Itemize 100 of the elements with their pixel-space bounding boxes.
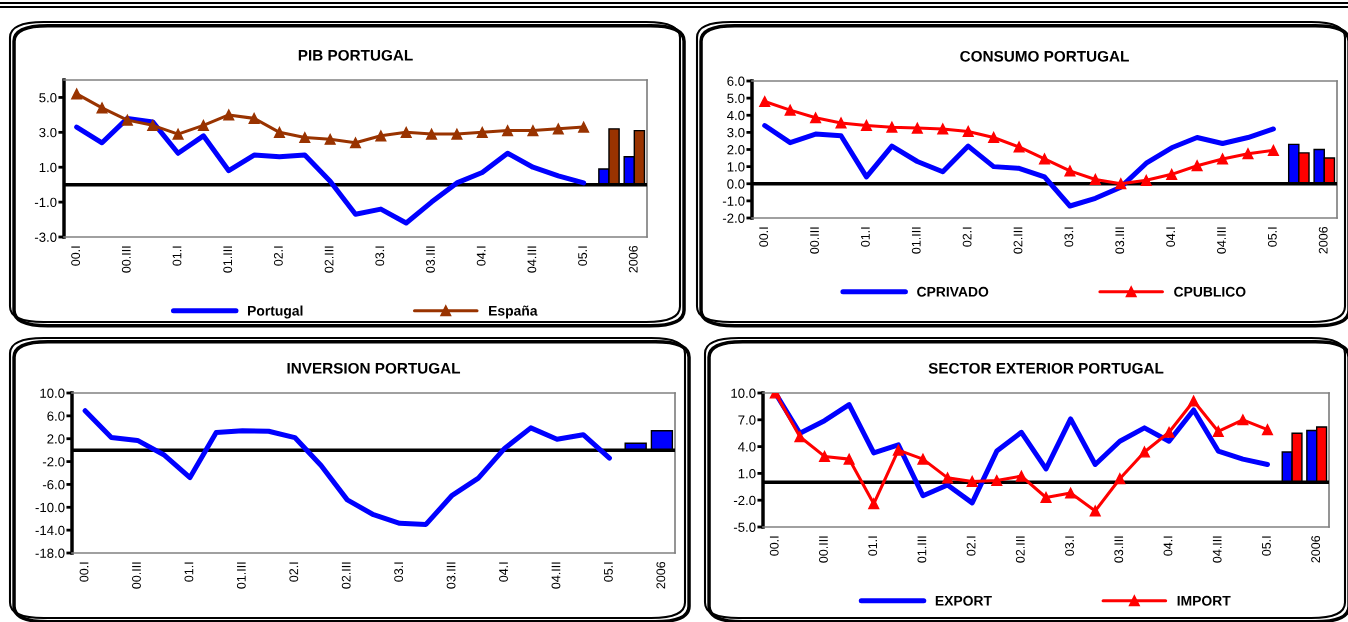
x-tick-label: 02.III xyxy=(1015,536,1025,563)
x-tick-label: 03.III xyxy=(1115,227,1125,254)
x-tick-label: 01.III xyxy=(917,536,927,563)
x-tick-label: 00.I xyxy=(79,562,89,582)
x-tick-label: 03.I xyxy=(1064,227,1074,247)
point xyxy=(1261,424,1274,436)
y-tick-label: -5.0 xyxy=(733,522,756,532)
point xyxy=(121,114,133,126)
x-tick-label: 2006 xyxy=(1318,226,1328,254)
point xyxy=(1065,487,1077,499)
point xyxy=(349,137,362,149)
point xyxy=(1166,168,1178,180)
y-tick-label: 1.0 xyxy=(39,162,57,173)
y-tick-label: 3.0 xyxy=(39,127,57,138)
point xyxy=(1237,414,1249,426)
point xyxy=(1013,141,1025,153)
point xyxy=(1115,178,1127,190)
x-tick-label: 01.I xyxy=(868,536,878,556)
point xyxy=(502,125,514,137)
chart-title: PIB PORTUGAL xyxy=(298,49,413,61)
x-tick-label: 02.I xyxy=(273,246,283,266)
y-tick-label: 10.0 xyxy=(731,388,756,398)
point xyxy=(172,128,184,140)
point xyxy=(937,123,949,135)
point xyxy=(1089,173,1101,186)
point xyxy=(810,112,822,124)
y-tick-label: -3.0 xyxy=(34,232,57,242)
y-tick-label: 7.0 xyxy=(738,415,756,425)
y-tick-label: 6.0 xyxy=(727,76,745,86)
x-tick-label: 03.I xyxy=(1065,536,1074,556)
y-tick-label: 5.0 xyxy=(39,93,57,103)
point xyxy=(400,126,412,138)
x-tick-label: 02.I xyxy=(289,562,299,582)
point xyxy=(425,128,438,140)
point xyxy=(578,121,590,133)
point xyxy=(1212,425,1224,437)
x-tick-label: 05.I xyxy=(1261,536,1271,556)
x-tick-label: 05.I xyxy=(578,246,587,266)
point xyxy=(1089,505,1101,517)
y-tick-label: -2.0 xyxy=(733,495,756,506)
x-tick-label: 02.I xyxy=(962,227,972,247)
point xyxy=(911,122,923,134)
x-tick-label: 01.III xyxy=(223,246,233,273)
x-tick-label: 01.III xyxy=(911,227,921,254)
x-tick-label: 00.I xyxy=(769,536,779,556)
chart-title: CONSUMO PORTUGAL xyxy=(960,50,1129,62)
point xyxy=(794,431,806,443)
point xyxy=(248,112,260,124)
y-tick-label: 3.0 xyxy=(727,127,745,138)
y-tick-label: 2.0 xyxy=(727,145,745,155)
legend-label: CPUBLICO xyxy=(1174,286,1246,297)
point xyxy=(1267,144,1279,156)
point xyxy=(71,88,83,100)
x-tick-label: 00.I xyxy=(759,227,769,247)
y-tick-label: 2.0 xyxy=(47,434,65,444)
point xyxy=(1216,153,1229,165)
point xyxy=(1188,395,1200,407)
x-tick-label: 04.I xyxy=(476,246,486,266)
legend-label: España xyxy=(489,305,538,319)
x-tick-label: 2006 xyxy=(656,561,666,589)
x-tick-label: 00.III xyxy=(819,536,828,563)
chart-title: SECTOR EXTERIOR PORTUGAL xyxy=(928,362,1164,374)
x-tick-label: 00.III xyxy=(132,562,141,589)
y-tick-label: -2.0 xyxy=(42,457,65,467)
x-tick-label: 05.I xyxy=(603,562,613,582)
point xyxy=(96,102,108,114)
point xyxy=(527,125,539,137)
x-tick-label: 2006 xyxy=(628,245,638,273)
y-tick-label: -1.0 xyxy=(34,197,57,208)
x-tick-label: 03.III xyxy=(446,562,456,589)
y-tick-label: -10.0 xyxy=(35,502,65,513)
point xyxy=(273,126,286,138)
y-tick-label: 10.0 xyxy=(40,388,65,398)
point xyxy=(1064,165,1076,177)
x-tick-label: 00.I xyxy=(71,246,81,266)
x-tick-label: 02.III xyxy=(324,246,334,273)
x-tick-label: 02.III xyxy=(341,562,351,589)
point xyxy=(835,117,847,129)
point xyxy=(1114,473,1126,485)
x-tick-label: 01.I xyxy=(184,562,194,582)
point xyxy=(1138,446,1150,458)
x-tick-label: 01.III xyxy=(236,562,246,589)
x-tick-label: 01.I xyxy=(860,227,870,247)
point xyxy=(552,123,564,135)
legend-label: EXPORT xyxy=(935,595,992,606)
chart-title: INVERSION PORTUGAL xyxy=(287,362,461,374)
y-tick-label: -6.0 xyxy=(42,480,65,490)
x-tick-label: 04.III xyxy=(527,246,537,273)
point xyxy=(892,444,904,456)
y-tick-label: -2.0 xyxy=(722,213,745,223)
point xyxy=(1140,174,1152,186)
x-tick-label: 03.I xyxy=(375,246,385,266)
point xyxy=(1040,491,1052,504)
point xyxy=(324,133,336,145)
y-tick-label: 4.0 xyxy=(727,110,745,121)
y-tick-label: 5.0 xyxy=(727,93,745,104)
x-tick-label: 00.III xyxy=(810,227,819,254)
point xyxy=(223,109,235,121)
point xyxy=(375,130,387,142)
y-tick-label: -1.0 xyxy=(722,196,745,206)
